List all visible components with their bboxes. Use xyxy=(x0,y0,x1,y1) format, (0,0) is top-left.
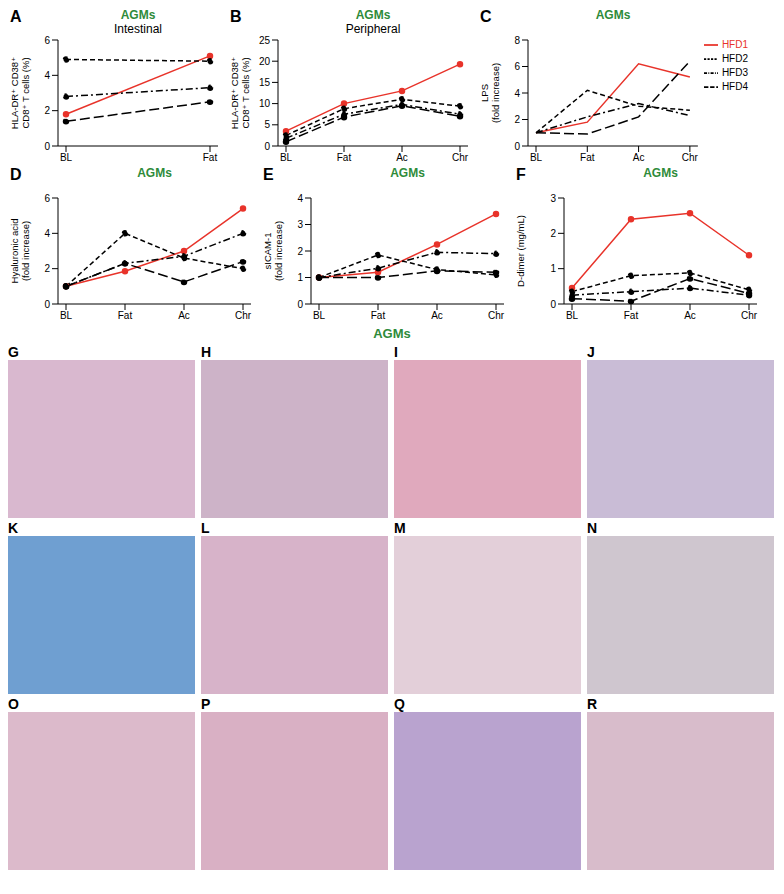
html-text:A: A xyxy=(10,8,22,25)
html-text:F: F xyxy=(516,166,526,183)
html-text:AGMs: AGMs xyxy=(373,326,411,341)
svg-text:Ac: Ac xyxy=(396,152,408,163)
svg-text:6: 6 xyxy=(44,35,50,46)
svg-text:Fat: Fat xyxy=(203,152,218,163)
svg-text:15: 15 xyxy=(259,77,271,88)
svg-text:Fat: Fat xyxy=(624,310,639,321)
svg-text:Fat: Fat xyxy=(118,310,133,321)
svg-text:Fat: Fat xyxy=(580,152,595,163)
svg-text:Chr: Chr xyxy=(452,152,469,163)
svg-text:LPS: LPS xyxy=(479,84,490,102)
svg-text:Ac: Ac xyxy=(684,310,696,321)
svg-text:3: 3 xyxy=(550,193,556,204)
svg-text:2: 2 xyxy=(550,228,556,239)
svg-text:3: 3 xyxy=(297,219,303,230)
svg-text:4: 4 xyxy=(514,88,520,99)
svg-text:(fold increase): (fold increase) xyxy=(20,221,31,281)
svg-text:4: 4 xyxy=(44,228,50,239)
html-text:Intestinal: Intestinal xyxy=(114,22,162,36)
svg-text:2: 2 xyxy=(514,114,520,125)
html-text:AGMs: AGMs xyxy=(390,166,425,180)
svg-text:4: 4 xyxy=(44,70,50,81)
svg-text:BL: BL xyxy=(60,152,73,163)
svg-text:Fat: Fat xyxy=(371,310,386,321)
svg-text:0: 0 xyxy=(44,141,50,152)
html-text:D: D xyxy=(10,166,22,183)
html-text:L: L xyxy=(201,520,210,536)
svg-text:(fold increase): (fold increase) xyxy=(273,221,284,281)
html-text:E: E xyxy=(263,166,274,183)
html-text:HFD1: HFD1 xyxy=(721,38,748,50)
svg-text:2: 2 xyxy=(297,246,303,257)
svg-text:Chr: Chr xyxy=(741,310,758,321)
svg-text:8: 8 xyxy=(514,35,520,46)
html-text:HFD4: HFD4 xyxy=(721,80,748,92)
html-text:Peripheral: Peripheral xyxy=(345,22,401,36)
svg-text:0: 0 xyxy=(264,141,270,152)
svg-text:Fat: Fat xyxy=(337,152,352,163)
html-text:Q: Q xyxy=(394,696,405,712)
svg-text:6: 6 xyxy=(514,61,520,72)
html-text:C: C xyxy=(480,8,492,25)
svg-text:Chr: Chr xyxy=(682,152,699,163)
svg-text:Hyaluronic acid: Hyaluronic acid xyxy=(9,219,20,284)
svg-text:HLA-DR⁺ CD38⁺: HLA-DR⁺ CD38⁺ xyxy=(9,57,20,129)
svg-text:0: 0 xyxy=(550,299,556,310)
html-text:R: R xyxy=(587,696,598,712)
html-text:G: G xyxy=(8,344,19,360)
html-text:N: N xyxy=(587,520,598,536)
html-text:AGMs: AGMs xyxy=(355,8,391,22)
svg-text:CD8⁺ T cells (%): CD8⁺ T cells (%) xyxy=(240,57,251,128)
svg-text:BL: BL xyxy=(313,310,326,321)
svg-text:0: 0 xyxy=(297,299,303,310)
svg-text:sICAM-1: sICAM-1 xyxy=(262,233,273,270)
svg-text:0: 0 xyxy=(44,299,50,310)
svg-text:CD8⁺ T cells (%): CD8⁺ T cells (%) xyxy=(20,57,31,128)
svg-text:2: 2 xyxy=(44,105,50,116)
svg-text:1: 1 xyxy=(297,272,303,283)
svg-text:BL: BL xyxy=(60,310,73,321)
svg-text:(fold increase): (fold increase) xyxy=(490,63,501,123)
html-text:AGMs: AGMs xyxy=(120,8,156,22)
html-text:I: I xyxy=(394,344,398,360)
html-text:AGMs: AGMs xyxy=(595,8,631,22)
html-text:J: J xyxy=(587,344,595,360)
html-text:O: O xyxy=(8,696,19,712)
html-text:K: K xyxy=(8,520,19,536)
svg-text:5: 5 xyxy=(264,119,270,130)
svg-text:6: 6 xyxy=(44,193,50,204)
svg-text:Chr: Chr xyxy=(235,310,252,321)
svg-text:Ac: Ac xyxy=(431,310,443,321)
svg-text:BL: BL xyxy=(530,152,543,163)
svg-text:1: 1 xyxy=(550,263,556,274)
svg-text:20: 20 xyxy=(259,56,271,67)
html-text:M: M xyxy=(394,520,406,536)
svg-text:10: 10 xyxy=(259,98,271,109)
html-text:P: P xyxy=(201,696,211,712)
svg-text:Chr: Chr xyxy=(488,310,505,321)
svg-text:Ac: Ac xyxy=(633,152,645,163)
html-text:B: B xyxy=(230,8,242,25)
svg-text:BL: BL xyxy=(566,310,579,321)
svg-text:Ac: Ac xyxy=(178,310,190,321)
svg-text:0: 0 xyxy=(514,141,520,152)
svg-text:25: 25 xyxy=(259,35,271,46)
html-text:HFD2: HFD2 xyxy=(721,52,748,64)
html-text:AGMs: AGMs xyxy=(137,166,172,180)
svg-text:HLA-DR⁺ CD38⁺: HLA-DR⁺ CD38⁺ xyxy=(229,57,240,129)
svg-text:D-dimer (mg/mL): D-dimer (mg/mL) xyxy=(515,215,526,287)
svg-text:BL: BL xyxy=(280,152,293,163)
svg-text:4: 4 xyxy=(297,193,303,204)
svg-text:2: 2 xyxy=(44,263,50,274)
html-text:AGMs: AGMs xyxy=(643,166,678,180)
html-text:H: H xyxy=(201,344,212,360)
html-text:HFD3: HFD3 xyxy=(721,66,748,78)
